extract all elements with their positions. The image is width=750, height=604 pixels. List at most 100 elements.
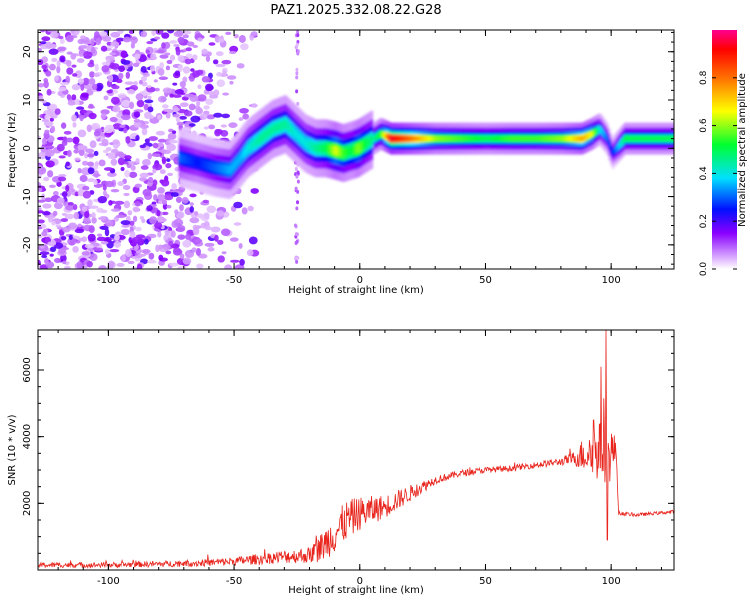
ridge-cell: [439, 136, 442, 142]
ridge-cell: [189, 156, 192, 166]
ridge-cell: [199, 159, 203, 169]
noise-blob: [110, 188, 120, 193]
noise-blob: [166, 204, 172, 209]
ridge-cell: [296, 131, 300, 141]
noise-blob: [178, 115, 187, 120]
spectrogram-image: [38, 30, 674, 269]
colorbar-tick-label: 0.6: [699, 118, 709, 133]
noise-blob: [81, 206, 88, 213]
noise-blob: [126, 160, 135, 165]
streak-blob: [295, 89, 299, 94]
noise-blob: [38, 187, 43, 193]
ridge-cell: [351, 145, 354, 155]
noise-blob: [157, 217, 167, 223]
noise-blob: [40, 30, 46, 33]
noise-blob: [161, 156, 166, 164]
noise-blob: [54, 108, 61, 115]
x-tick-label: 100: [602, 275, 621, 286]
ridge-cell: [324, 144, 328, 153]
ridge-cell: [666, 136, 669, 142]
ridge-cell: [645, 136, 648, 142]
noise-blob: [175, 116, 181, 123]
x-tick-label: -100: [97, 576, 120, 587]
noise-blob: [78, 148, 85, 157]
noise-blob: [99, 215, 106, 221]
noise-blob: [64, 265, 71, 269]
noise-blob: [93, 130, 101, 137]
noise-blob: [43, 80, 49, 89]
noise-blob: [120, 166, 125, 172]
noise-blob: [103, 167, 114, 171]
noise-blob: [124, 81, 134, 85]
noise-blob: [86, 260, 93, 268]
noise-blob: [58, 174, 67, 178]
noise-blob: [109, 116, 118, 123]
noise-blob: [76, 58, 85, 63]
noise-blob: [186, 41, 195, 47]
noise-blob: [116, 262, 125, 267]
noise-blob: [135, 93, 144, 101]
ridge-cell: [451, 136, 455, 142]
ridge-cell: [543, 136, 546, 142]
streak-blob: [295, 206, 299, 211]
noise-blob: [42, 203, 52, 209]
ridge-cell: [472, 136, 476, 142]
noise-blob: [66, 60, 72, 67]
noise-blob: [123, 200, 131, 209]
streak-blob: [296, 170, 300, 175]
y-tick-label: 4000: [22, 424, 33, 449]
streak-blob: [296, 39, 300, 44]
ridge-cell: [537, 136, 541, 142]
noise-blob: [106, 58, 111, 66]
ridge-cell: [221, 164, 224, 174]
ridge-cell: [606, 136, 609, 142]
noise-blob: [216, 79, 226, 88]
noise-blob: [149, 216, 158, 224]
noise-blob: [190, 68, 195, 72]
noise-blob: [38, 207, 42, 211]
ridge-cell: [532, 136, 536, 142]
ridge-cell: [391, 136, 395, 142]
noise-blob: [62, 226, 71, 233]
ridge-cell: [499, 136, 502, 142]
ridge-cell: [583, 135, 587, 140]
noise-blob: [70, 30, 80, 36]
noise-blob: [155, 30, 164, 35]
noise-blob: [120, 50, 128, 59]
noise-blob: [142, 188, 152, 197]
noise-blob: [98, 159, 106, 167]
noise-blob: [42, 137, 47, 146]
ridge-cell: [375, 133, 379, 139]
ridge-cell: [321, 143, 324, 153]
noise-blob: [197, 94, 207, 102]
noise-blob: [166, 59, 173, 65]
ridge-cell: [486, 136, 490, 142]
noise-blob: [173, 107, 180, 112]
noise-blob: [130, 42, 135, 49]
noise-blob: [190, 115, 201, 123]
noise-blob: [70, 188, 75, 193]
noise-blob: [81, 236, 88, 243]
noise-blob: [60, 122, 67, 129]
noise-blob: [157, 194, 166, 201]
ridge-cell: [458, 136, 462, 142]
ridge-cell: [307, 140, 310, 150]
ridge-cell: [331, 145, 335, 155]
noise-blob: [56, 65, 61, 74]
ridge-cell: [576, 136, 580, 142]
ridge-cell: [539, 136, 543, 142]
noise-blob: [109, 248, 120, 253]
noise-blob: [120, 228, 130, 236]
noise-blob: [96, 207, 104, 213]
noise-blob: [95, 37, 102, 46]
noise-blob: [238, 243, 243, 249]
noise-blob: [132, 206, 140, 213]
noise-blob: [172, 113, 180, 118]
noise-blob: [99, 225, 109, 231]
noise-blob: [48, 103, 58, 110]
noise-blob: [47, 170, 54, 178]
ridge-cell: [238, 154, 242, 163]
ridge-cell: [398, 136, 402, 142]
noise-blob: [110, 41, 120, 47]
noise-blob: [195, 107, 203, 115]
